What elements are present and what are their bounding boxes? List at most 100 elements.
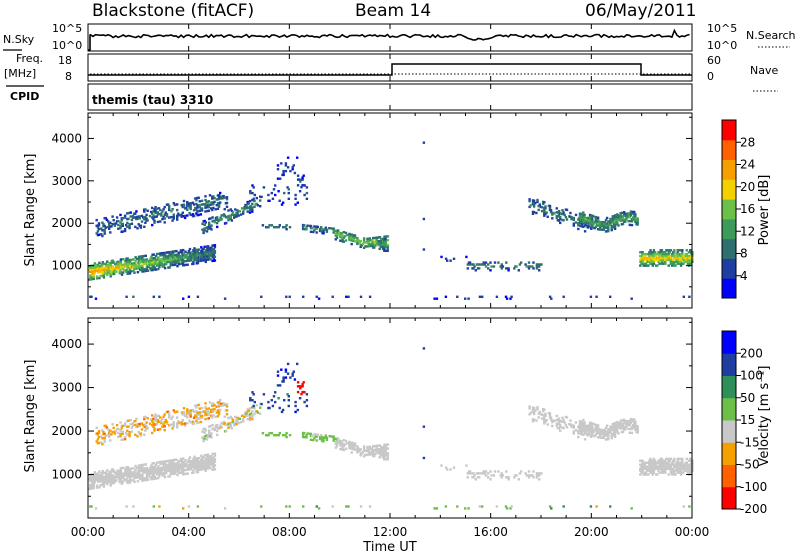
power-cell (92, 268, 95, 271)
power-cell (207, 209, 211, 212)
power-cell (121, 217, 124, 220)
velocity-cell (191, 459, 194, 463)
freq-label: Freq. (16, 52, 43, 65)
velocity-cell (641, 459, 644, 462)
velocity-cell (143, 477, 146, 480)
velocity-cell (163, 462, 167, 465)
velocity-cell (570, 425, 573, 428)
velocity-cell (180, 421, 183, 424)
velocity-cell (386, 458, 389, 461)
velocity-cell (651, 473, 654, 476)
velocity-cell (166, 410, 170, 413)
power-cell (186, 200, 189, 204)
power-cell (690, 262, 693, 265)
power-cell (519, 261, 523, 264)
velocity-cell (259, 406, 262, 409)
velocity-cell (123, 437, 127, 441)
velocity-cell (201, 464, 204, 467)
velocity-cell (553, 419, 556, 423)
power-cell (280, 203, 284, 206)
power-cell (291, 166, 294, 169)
velocity-cell (222, 402, 225, 405)
power-cell (196, 258, 200, 261)
power-cell (621, 217, 625, 220)
velocity-cell (613, 433, 617, 436)
power-cell (379, 237, 383, 241)
velocity-cell (340, 440, 343, 443)
power-cell (359, 240, 362, 243)
power-cell (159, 220, 162, 223)
power-cell (153, 257, 157, 260)
power-cell (607, 220, 610, 223)
velocity-cell (507, 478, 510, 481)
velocity-cell (112, 470, 116, 473)
power-cell (587, 219, 591, 222)
velocity-cell (556, 422, 560, 426)
velocity-cell (535, 476, 539, 479)
velocity-cell (356, 449, 359, 452)
power-cell (536, 200, 539, 204)
velocity-cell (152, 467, 155, 471)
velocity-cell (234, 415, 237, 419)
power-cell (537, 204, 540, 208)
power-cell (136, 217, 139, 220)
power-cell (112, 272, 116, 276)
power-cell (145, 267, 149, 271)
power-cell (664, 251, 667, 254)
power-cell (123, 269, 126, 272)
velocity-cell (211, 460, 214, 464)
velocity-cell (549, 418, 553, 421)
velocity-cell (674, 473, 677, 476)
velocity-cell (664, 471, 667, 474)
power-cell (591, 226, 594, 229)
velocity-cell (216, 433, 219, 437)
power-cell (562, 295, 565, 298)
velocity-cell (196, 459, 200, 462)
power-cell (219, 191, 222, 195)
velocity-cell (501, 474, 505, 477)
power-cell (489, 269, 492, 272)
velocity-cell (299, 387, 302, 390)
velocity-cell (200, 416, 204, 420)
velocity-cell (641, 471, 644, 474)
velocity-cell (551, 424, 554, 428)
power-cell (613, 214, 617, 217)
power-cell (556, 215, 560, 218)
velocity-cell (104, 434, 107, 437)
power-cell (121, 222, 124, 226)
power-cell (561, 212, 564, 216)
power-cell (347, 295, 350, 298)
power-cell (186, 263, 189, 266)
power-cell (203, 219, 206, 223)
beam-title: Beam 14 (355, 1, 431, 21)
velocity-cell (159, 428, 162, 431)
velocity-cell (236, 416, 239, 420)
power-cell (209, 217, 212, 220)
velocity-cell (211, 464, 214, 467)
velocity-cell (162, 460, 166, 463)
velocity-cell (223, 422, 227, 425)
velocity-cell (153, 427, 156, 430)
power-cell (301, 176, 304, 179)
velocity-cell (535, 419, 538, 422)
velocity-cell (148, 422, 152, 425)
velocity-cell (444, 505, 448, 508)
power-cell (120, 219, 123, 222)
velocity-cell (613, 427, 617, 431)
power-cell (160, 212, 163, 215)
power-cell (204, 198, 207, 202)
power-cell (186, 214, 189, 217)
power-cell (182, 205, 186, 208)
power-cell (285, 295, 288, 298)
velocity-cell (158, 474, 161, 478)
velocity-cell (656, 473, 659, 476)
power-cell (245, 205, 248, 208)
velocity-cell (112, 481, 116, 485)
power-cell (127, 217, 130, 221)
power-cell (154, 209, 157, 213)
power-cell (271, 197, 275, 200)
velocity-cell (294, 410, 297, 414)
power-cell (209, 201, 213, 204)
power-cell (636, 219, 639, 222)
